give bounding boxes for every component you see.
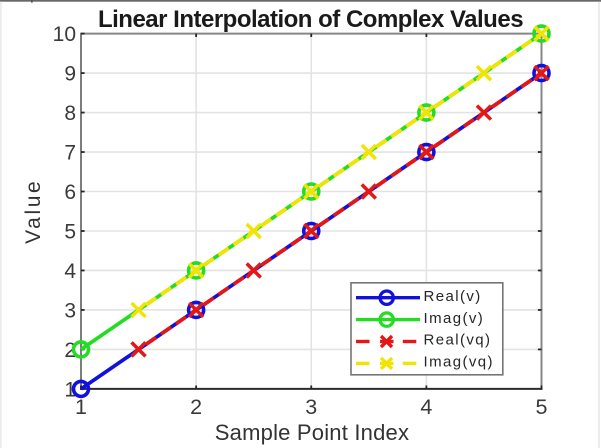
svg-text:1: 1 <box>75 395 87 419</box>
svg-text:10: 10 <box>53 23 76 46</box>
svg-text:8: 8 <box>64 102 76 125</box>
svg-text:6: 6 <box>64 181 76 204</box>
svg-text:Imag(vq): Imag(vq) <box>424 354 494 371</box>
svg-text:7: 7 <box>64 142 76 165</box>
svg-text:Real(vq): Real(vq) <box>424 332 492 349</box>
svg-text:Linear Interpolation of Comple: Linear Interpolation of Complex Values <box>98 6 523 33</box>
svg-text:4: 4 <box>64 260 76 283</box>
svg-text:Value: Value <box>22 179 45 244</box>
svg-text:1: 1 <box>64 378 76 401</box>
svg-text:3: 3 <box>305 395 317 419</box>
svg-text:5: 5 <box>536 395 548 419</box>
svg-text:3: 3 <box>64 299 76 322</box>
svg-text:Real(v): Real(v) <box>424 288 482 305</box>
svg-text:Sample Point Index: Sample Point Index <box>215 420 409 445</box>
svg-text:Imag(v): Imag(v) <box>424 310 485 327</box>
svg-text:5: 5 <box>64 221 76 244</box>
svg-text:2: 2 <box>64 339 76 362</box>
svg-text:2: 2 <box>190 395 202 419</box>
svg-text:4: 4 <box>420 395 432 419</box>
svg-text:9: 9 <box>64 63 76 86</box>
